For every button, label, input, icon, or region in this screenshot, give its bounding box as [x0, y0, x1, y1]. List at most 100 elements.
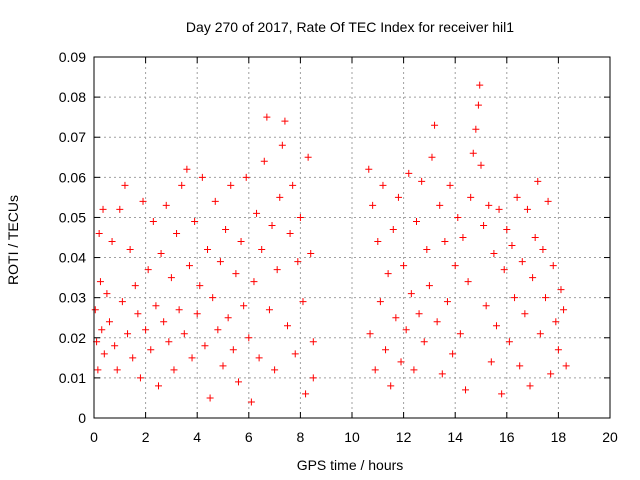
y-tick-label: 0.08 [59, 89, 86, 105]
data-point [477, 161, 485, 169]
data-point [376, 298, 384, 306]
data-point [431, 121, 439, 129]
data-point [108, 238, 116, 246]
data-point [441, 238, 449, 246]
data-point [116, 205, 124, 213]
data-point [415, 310, 423, 318]
data-point [204, 246, 212, 254]
data-point [534, 177, 542, 185]
data-point [547, 370, 555, 378]
data-point [178, 181, 186, 189]
data-point [505, 338, 513, 346]
data-point [250, 278, 258, 286]
data-point [284, 322, 291, 330]
data-point [113, 366, 121, 374]
data-point [446, 181, 454, 189]
data-point [433, 318, 441, 326]
data-point [134, 310, 142, 318]
data-point [472, 125, 480, 133]
data-point [162, 201, 170, 209]
data-point [500, 266, 508, 274]
data-point [129, 354, 137, 362]
data-point [309, 338, 317, 346]
data-point [379, 181, 387, 189]
data-point [299, 298, 307, 306]
data-point [296, 213, 304, 221]
data-points [91, 81, 570, 406]
data-point [413, 217, 420, 225]
x-tick-label: 12 [396, 429, 412, 445]
data-point [103, 290, 111, 298]
data-point [469, 149, 477, 157]
data-point [482, 302, 490, 310]
data-point [405, 169, 413, 177]
data-point [227, 181, 235, 189]
data-point [459, 234, 467, 241]
data-point [423, 246, 431, 254]
data-point [462, 386, 470, 394]
data-point [224, 314, 232, 322]
y-tick-label: 0.04 [59, 250, 86, 266]
data-point [476, 81, 484, 89]
data-point [206, 394, 214, 402]
data-point [229, 346, 237, 354]
data-point [271, 366, 279, 374]
chart-title: Day 270 of 2017, Rate Of TEC Index for r… [186, 19, 514, 35]
data-point [392, 314, 400, 322]
data-point [304, 153, 312, 161]
data-point [410, 366, 418, 374]
data-point [124, 330, 132, 338]
data-point [286, 229, 294, 237]
data-point [201, 342, 209, 350]
data-point [175, 306, 183, 314]
data-point [289, 181, 297, 189]
data-point [234, 378, 242, 386]
data-point [536, 330, 544, 338]
data-point [121, 181, 129, 189]
data-point [374, 238, 382, 246]
data-point [451, 262, 459, 270]
data-point [245, 334, 253, 342]
data-point [247, 398, 255, 406]
data-point [242, 173, 250, 181]
data-point [508, 242, 516, 250]
data-point [454, 213, 462, 221]
data-point [253, 209, 261, 217]
data-point [369, 201, 377, 209]
data-point [222, 225, 230, 233]
data-point [96, 278, 104, 286]
data-point [99, 205, 107, 213]
data-point [474, 101, 482, 109]
y-tick-labels: 0 0.01 0.02 0.03 0.04 0.05 0.06 0.07 0.08 0.09 [59, 49, 86, 426]
data-point [531, 234, 539, 241]
data-point [428, 153, 436, 161]
data-point [365, 165, 373, 173]
axis-ticks [93, 56, 611, 419]
data-point [273, 266, 281, 274]
data-point [198, 173, 206, 181]
y-tick-label: 0.02 [59, 330, 86, 346]
data-point [503, 225, 511, 233]
data-point [464, 278, 472, 286]
data-point [219, 362, 227, 370]
y-tick-label: 0.06 [59, 169, 86, 185]
data-point [191, 217, 199, 225]
data-point [495, 205, 503, 213]
data-point [560, 306, 568, 314]
data-point [418, 177, 426, 185]
data-point [276, 193, 284, 201]
data-point [196, 282, 204, 290]
data-point [443, 298, 451, 306]
data-point [255, 354, 263, 362]
data-point [95, 229, 103, 237]
y-tick-label: 0.01 [59, 370, 86, 386]
data-point [529, 274, 537, 282]
data-point [214, 326, 222, 334]
data-point [105, 318, 113, 326]
data-point [490, 250, 498, 258]
data-point [513, 193, 521, 201]
data-point [268, 221, 276, 229]
data-point [136, 374, 144, 382]
data-point [516, 362, 524, 370]
data-point [425, 282, 433, 290]
